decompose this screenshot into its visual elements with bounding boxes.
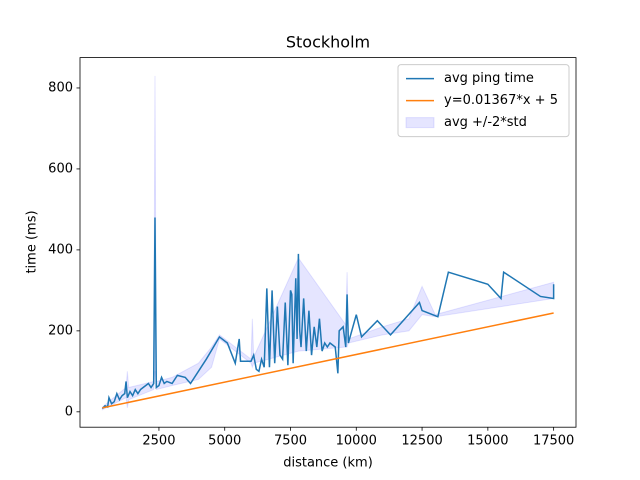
y-tick-label: 400 xyxy=(48,242,73,257)
x-tick-label: 5000 xyxy=(208,434,241,449)
legend-label: avg ping time xyxy=(444,71,534,86)
y-tick-label: 200 xyxy=(48,323,73,338)
chart-title: Stockholm xyxy=(286,33,370,52)
x-tick-label: 10000 xyxy=(336,434,377,449)
series-line xyxy=(102,312,554,409)
y-tick-label: 600 xyxy=(48,161,73,176)
y-axis-label: time (ms) xyxy=(25,210,40,273)
x-tick-label: 2500 xyxy=(142,434,175,449)
y-tick-label: 0 xyxy=(65,404,73,419)
plot-area xyxy=(101,75,555,411)
legend-box xyxy=(397,64,570,138)
x-tick-label: 17500 xyxy=(533,434,574,449)
x-axis-label: distance (km) xyxy=(283,456,373,471)
x-tick-label: 7500 xyxy=(274,434,307,449)
axes-frame xyxy=(79,57,577,428)
legend-label: y=0.01367*x + 5 xyxy=(444,93,558,108)
x-tick-label: 15000 xyxy=(467,434,508,449)
legend-swatch xyxy=(405,117,435,129)
legend-label: avg +/-2*std xyxy=(444,115,527,130)
x-tick-label: 12500 xyxy=(401,434,442,449)
series-line xyxy=(101,217,555,410)
y-tick-label: 800 xyxy=(48,80,73,95)
